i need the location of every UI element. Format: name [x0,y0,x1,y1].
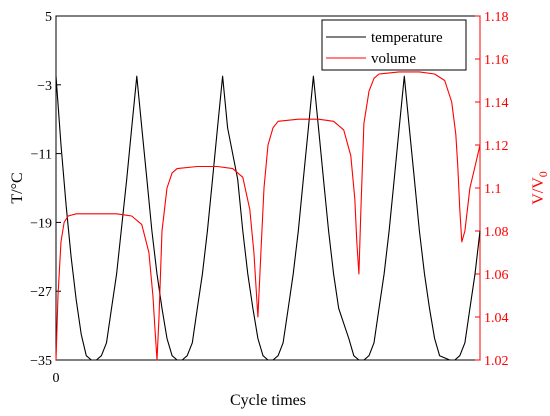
right-tick-label: 1.14 [484,96,509,111]
left-tick-label: −19 [30,216,52,231]
right-tick-label: 1.08 [484,225,509,240]
series-line-volume [55,71,481,361]
legend-label-volume: volume [371,51,416,67]
right-axis-label-sub: 0 [536,171,550,177]
left-tick-label: −3 [37,79,52,94]
right-tick-label: 1.04 [484,311,509,326]
plot-frame [55,15,481,361]
right-tick-label: 1.12 [484,139,509,154]
left-axis-label-unit: °C [9,172,26,189]
legend-label-temperature: temperature [371,30,443,46]
right-tick-label: 1.06 [484,268,509,283]
right-tick-label: 1.02 [484,354,509,369]
left-axis-ticks: 5 −3 −11 −19 −27 −35 [30,10,61,369]
right-axis-label-main: V/V [530,177,547,205]
left-axis-label-main: T/ [9,189,26,204]
right-tick-label: 1.18 [484,10,509,25]
left-tick-label: 5 [45,10,52,25]
legend: temperature volume [321,19,467,71]
right-axis-ticks: 1.18 1.16 1.14 1.12 1.1 1.08 1.06 1.04 1.02 [475,10,509,369]
left-tick-label: −35 [30,354,52,369]
left-axis-label: T/°C [9,172,26,203]
left-tick-label: −11 [31,148,52,163]
right-tick-label: 1.16 [484,53,509,68]
series-lines [55,71,481,361]
right-tick-label: 1.1 [484,182,502,197]
x-axis-label: Cycle times [230,392,306,409]
series-line-temperature [55,75,481,361]
x-tick-label-0: 0 [53,371,60,386]
left-tick-label: −27 [30,285,52,300]
right-axis-label: V/V0 [530,171,550,205]
legend-box [321,19,467,71]
